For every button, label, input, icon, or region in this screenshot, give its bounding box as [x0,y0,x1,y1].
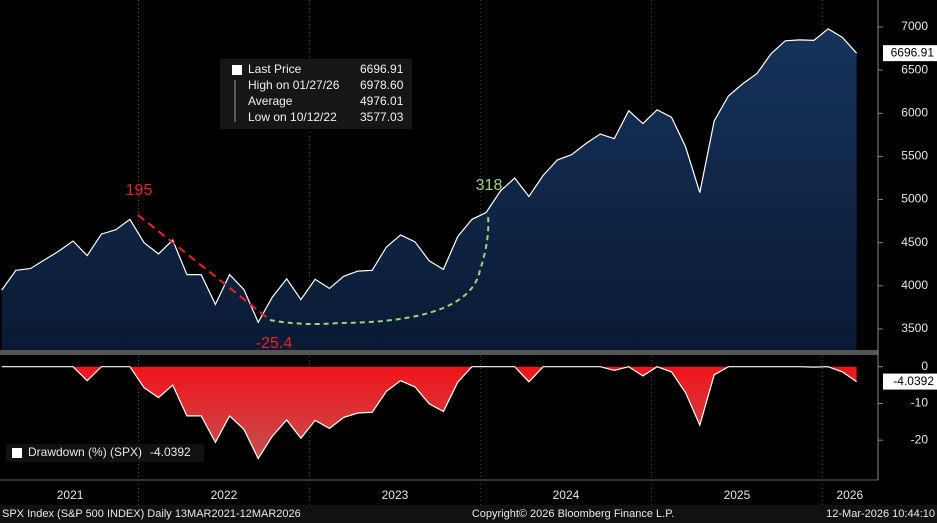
footer-bg [0,505,937,523]
footer-right: 12-Mar-2026 10:44:10 [826,508,935,520]
y-tick-label: -20 [911,432,929,446]
legend-value: -4.0392 [150,445,191,459]
info-value: 3577.03 [360,110,404,124]
line [1,28,858,324]
info-label: Average [248,94,293,108]
line [1,366,857,460]
last-value-box [883,45,937,62]
y-tick-label: 6500 [901,62,928,76]
legend-swatch [12,448,22,458]
x-tick-label: 2026 [836,488,863,502]
y-tick-label: 3500 [901,321,928,335]
y-tick-label: 4500 [901,235,928,249]
last-value-label: 6696.91 [891,45,935,59]
info-box: Last Price 6696.91 High on 01/27/26 6978… [220,59,412,129]
info-value: 4976.01 [360,94,404,108]
drawdown-arrow [137,214,271,321]
x-tick-label: 2022 [211,488,238,502]
annotation: 318 [476,177,503,194]
panel-divider [0,350,878,355]
info-label: High on 01/27/26 [248,78,340,92]
annotation: -25.4 [256,335,293,352]
footer-left: SPX Index (S&P 500 INDEX) Daily 13MAR202… [2,508,301,520]
y-tick-label: 0 [921,359,928,373]
footer-center: Copyright© 2026 Bloomberg Finance L.P. [472,508,674,520]
x-tick-label: 2021 [57,488,84,502]
recovery-curve [269,214,490,325]
area [1,366,857,459]
legend-label: Drawdown (%) (SPX) [28,445,142,459]
legend-bg [6,444,204,462]
x-tick-label: 2023 [382,488,409,502]
annotation: 195 [126,182,153,199]
info-value: 6978.60 [360,78,404,92]
y-tick-label: 7000 [901,19,928,33]
info-box-bg [220,59,412,129]
info-label: Last Price [248,62,302,76]
x-tick-label: 2025 [724,488,751,502]
info-value: 6696.91 [360,62,404,76]
area [1,28,857,351]
y-tick-label: 5500 [901,149,928,163]
y-tick-label: 4000 [901,278,928,292]
last-value-label: -4.0392 [893,374,934,388]
y-tick-label: -10 [911,396,929,410]
legend-swatch [232,65,242,75]
last-value-box [883,373,937,390]
y-tick-label: 5000 [901,192,928,206]
y-tick-label: 6000 [901,105,928,119]
x-axis-band [0,480,937,505]
info-label: Low on 10/12/22 [248,110,337,124]
x-tick-label: 2024 [553,488,580,502]
